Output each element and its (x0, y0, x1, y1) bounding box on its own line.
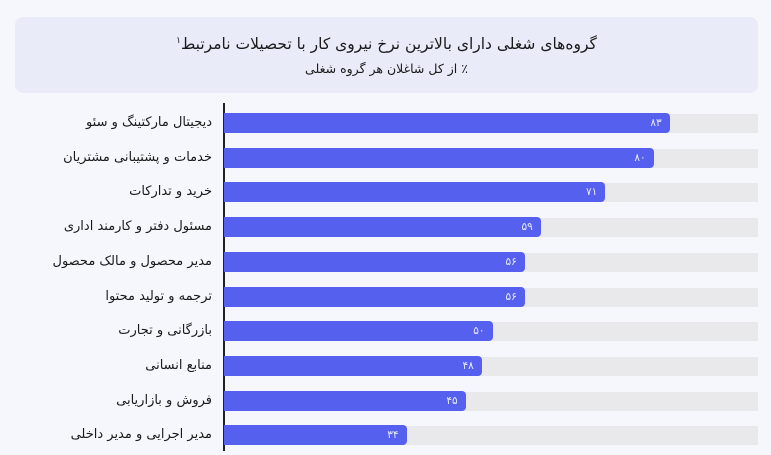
value-label: ۵۰ (473, 325, 485, 338)
bar-row: فروش و بازاریابی ۴۵ (0, 390, 771, 411)
bar: ۸۰ (224, 147, 654, 168)
bar: ۵۶ (224, 251, 525, 272)
value-label: ۵۶ (505, 290, 517, 303)
category-label: منابع انسانی (145, 357, 212, 373)
bar-row: منابع انسانی ۴۸ (0, 355, 771, 376)
value-label: ۳۴ (387, 429, 399, 442)
category-label: دیجیتال مارکتینگ و سئو (85, 115, 212, 130)
bar: ۴۵ (224, 390, 466, 411)
y-axis-line (223, 103, 225, 451)
value-label: ۴۵ (446, 394, 458, 407)
bar-row: ترجمه و تولید محتوا ۵۶ (0, 286, 771, 307)
category-label: ترجمه و تولید محتوا (105, 288, 212, 304)
chart-title-text: گروه‌های شغلی دارای بالاترین نرخ نیروی ک… (180, 34, 597, 53)
bar: ۸۳ (224, 113, 670, 133)
chart-title: گروه‌های شغلی دارای بالاترین نرخ نیروی ک… (176, 35, 597, 53)
bar-row: مدیر اجرایی و مدیر داخلی ۳۴ (0, 425, 771, 446)
bar: ۵۹ (224, 217, 541, 238)
category-label: خرید و تدارکات (129, 184, 212, 200)
value-label: ۷۱ (585, 186, 598, 199)
value-label: ۸۰ (634, 151, 646, 164)
bar: ۴۸ (224, 355, 482, 376)
bar: ۵۶ (224, 286, 525, 307)
bar-row: خرید و تدارکات ۷۱ (0, 182, 771, 203)
bar-row: مسئول دفتر و کارمند اداری ۵۹ (0, 217, 771, 238)
bar: ۷۱ (224, 182, 606, 203)
category-label: مسئول دفتر و کارمند اداری (63, 219, 212, 235)
value-label: ۵۹ (521, 221, 533, 234)
category-label: فروش و بازاریابی (116, 392, 212, 408)
category-label: مدیر محصول و مالک محصول (52, 253, 213, 269)
bar: ۳۴ (224, 425, 407, 446)
chart-header: گروه‌های شغلی دارای بالاترین نرخ نیروی ک… (15, 17, 758, 93)
value-label: ۸۳ (650, 117, 662, 129)
bar: ۵۰ (224, 321, 493, 342)
category-label: خدمات و پشتیبانی مشتریان (63, 149, 212, 165)
bar-row: بازرگانی و تجارت ۵۰ (0, 321, 771, 342)
footnote-mark: ۱ (176, 35, 181, 46)
bar-row: دیجیتال مارکتینگ و سئو ۸۳ (0, 113, 771, 133)
bar-row: مدیر محصول و مالک محصول ۵۶ (0, 251, 771, 272)
category-label: مدیر اجرایی و مدیر داخلی (70, 427, 212, 443)
chart-subtitle: ٪ از کل شاغلان هر گروه شغلی (305, 60, 468, 76)
category-label: بازرگانی و تجارت (118, 323, 212, 339)
value-label: ۴۸ (462, 359, 474, 372)
value-label: ۵۶ (505, 255, 517, 268)
bar-row: خدمات و پشتیبانی مشتریان ۸۰ (0, 147, 771, 168)
